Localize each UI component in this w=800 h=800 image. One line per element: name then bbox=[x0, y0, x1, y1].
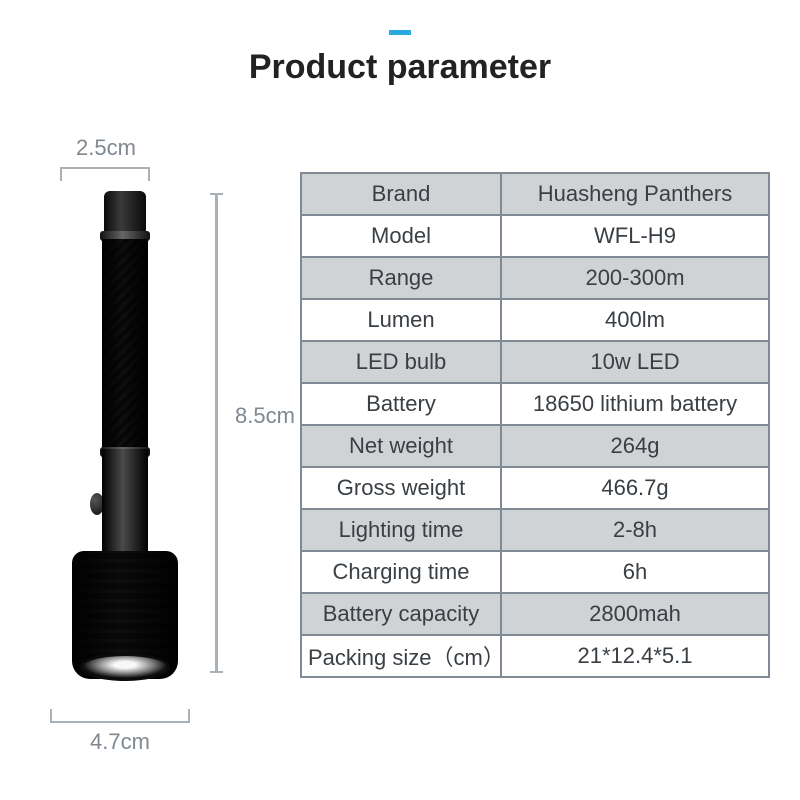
spec-label: Battery bbox=[302, 384, 502, 424]
spec-value: 200-300m bbox=[502, 258, 770, 298]
spec-label: Packing size（cm） bbox=[302, 636, 502, 676]
spec-label: Brand bbox=[302, 174, 502, 214]
table-row: Lumen400lm bbox=[302, 300, 770, 342]
dimension-width-label: 4.7cm bbox=[90, 729, 150, 755]
spec-label: Lumen bbox=[302, 300, 502, 340]
spec-label: Model bbox=[302, 216, 502, 256]
spec-value: 2800mah bbox=[502, 594, 770, 634]
product-diagram: 2.5cm 8.5cm 4.7cm bbox=[30, 135, 290, 755]
spec-label: Range bbox=[302, 258, 502, 298]
page-title: Product parameter bbox=[0, 48, 800, 87]
spec-label: Battery capacity bbox=[302, 594, 502, 634]
table-row: ModelWFL-H9 bbox=[302, 216, 770, 258]
spec-value: Huasheng Panthers bbox=[502, 174, 770, 214]
table-row: Gross weight466.7g bbox=[302, 468, 770, 510]
table-row: LED bulb10w LED bbox=[302, 342, 770, 384]
spec-value: WFL-H9 bbox=[502, 216, 770, 256]
table-row: BrandHuasheng Panthers bbox=[302, 174, 770, 216]
spec-value: 2-8h bbox=[502, 510, 770, 550]
table-row: Range200-300m bbox=[302, 258, 770, 300]
spec-value: 18650 lithium battery bbox=[502, 384, 770, 424]
spec-label: Net weight bbox=[302, 426, 502, 466]
spec-table: BrandHuasheng PanthersModelWFL-H9Range20… bbox=[300, 172, 770, 678]
spec-label: LED bulb bbox=[302, 342, 502, 382]
spec-value: 21*12.4*5.1 bbox=[502, 636, 770, 676]
table-row: Packing size（cm）21*12.4*5.1 bbox=[302, 636, 770, 678]
dimension-width-bracket bbox=[50, 709, 190, 723]
dimension-height-line bbox=[215, 193, 218, 673]
spec-value: 10w LED bbox=[502, 342, 770, 382]
spec-label: Charging time bbox=[302, 552, 502, 592]
spec-label: Lighting time bbox=[302, 510, 502, 550]
spec-value: 264g bbox=[502, 426, 770, 466]
dimension-top-label: 2.5cm bbox=[76, 135, 136, 161]
table-row: Charging time6h bbox=[302, 552, 770, 594]
table-row: Net weight264g bbox=[302, 426, 770, 468]
spec-value: 6h bbox=[502, 552, 770, 592]
flashlight-illustration bbox=[80, 191, 170, 681]
dimension-top-bracket bbox=[60, 167, 150, 181]
title-accent-bar bbox=[389, 30, 411, 35]
table-row: Lighting time2-8h bbox=[302, 510, 770, 552]
spec-label: Gross weight bbox=[302, 468, 502, 508]
table-row: Battery capacity2800mah bbox=[302, 594, 770, 636]
spec-value: 400lm bbox=[502, 300, 770, 340]
spec-value: 466.7g bbox=[502, 468, 770, 508]
table-row: Battery18650 lithium battery bbox=[302, 384, 770, 426]
dimension-height-label: 8.5cm bbox=[235, 403, 295, 429]
